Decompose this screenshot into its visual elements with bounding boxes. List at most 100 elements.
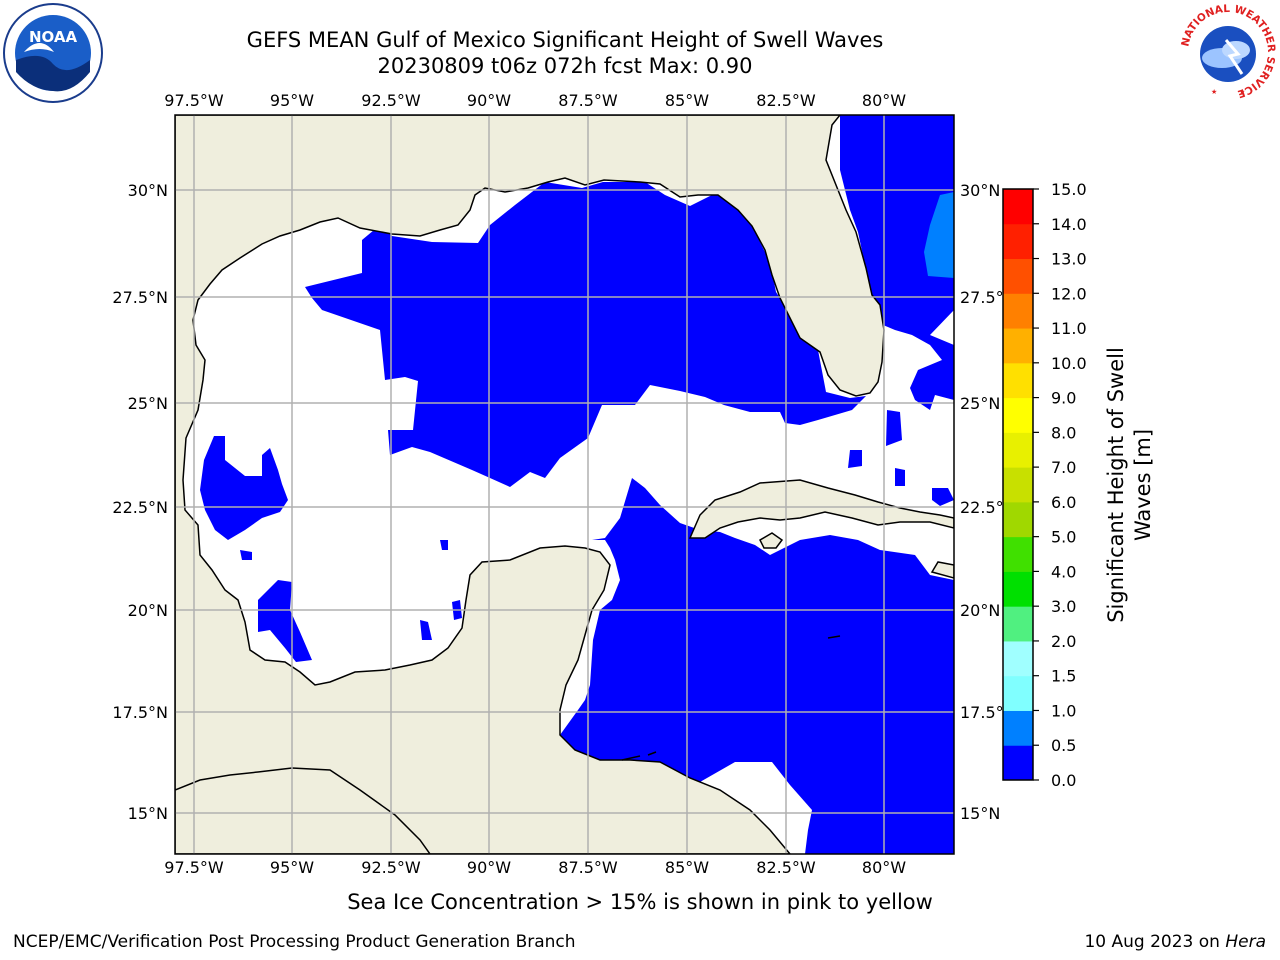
colorbar-tick-label: 9.0 bbox=[1051, 389, 1076, 408]
noaa-logo-icon: NOAA bbox=[3, 3, 103, 103]
colorbar bbox=[1003, 189, 1033, 781]
colorbar-tick-label: 2.0 bbox=[1051, 632, 1076, 651]
colorbar-tick-label: 12.0 bbox=[1051, 284, 1087, 303]
nws-logo-icon: NATIONAL WEATHER SERVICE ★ ★ bbox=[1179, 3, 1277, 100]
lat-label-left: 17.5°N bbox=[112, 703, 168, 722]
colorbar-tick-label: 6.0 bbox=[1051, 493, 1076, 512]
lon-label-top: 97.5°W bbox=[164, 91, 224, 110]
land-cuba bbox=[688, 479, 954, 539]
lon-label-top: 85°W bbox=[665, 91, 709, 110]
latitude-labels-left: 30°N 27.5°N 25°N 22.5°N 20°N 17.5°N 15°N bbox=[112, 181, 168, 823]
swell-region-northern-gulf bbox=[305, 182, 866, 487]
lat-label-left: 30°N bbox=[128, 181, 168, 200]
colorbar-tick-label: 1.5 bbox=[1051, 667, 1076, 686]
colorbar-tick-label: 5.0 bbox=[1051, 528, 1076, 547]
colorbar-frame bbox=[1002, 188, 1034, 781]
colorbar-segment bbox=[1003, 432, 1033, 468]
lat-label-left: 27.5°N bbox=[112, 288, 168, 307]
colorbar-tick-label: 14.0 bbox=[1051, 215, 1087, 234]
colorbar-segment bbox=[1003, 606, 1033, 642]
colorbar-segment bbox=[1003, 328, 1033, 364]
svg-text:★: ★ bbox=[1239, 88, 1245, 96]
lon-label-bottom: 85°W bbox=[665, 858, 709, 877]
colorbar-tick-label: 11.0 bbox=[1051, 319, 1087, 338]
colorbar-segment bbox=[1003, 501, 1033, 538]
lon-label-top: 90°W bbox=[467, 91, 511, 110]
lon-label-bottom: 82.5°W bbox=[756, 858, 816, 877]
footer-host: Hera bbox=[1225, 932, 1266, 952]
colorbar-segment bbox=[1003, 189, 1033, 225]
lat-label-right: 15°N bbox=[960, 804, 1000, 823]
colorbar-tick-label: 10.0 bbox=[1051, 354, 1087, 373]
lat-label-left: 22.5°N bbox=[112, 498, 168, 517]
colorbar-segment bbox=[1003, 467, 1033, 503]
lon-label-bottom: 95°W bbox=[270, 858, 314, 877]
colorbar-tick-label: 0.5 bbox=[1051, 736, 1076, 755]
land-hispaniola-edge bbox=[930, 561, 954, 579]
lon-label-bottom: 92.5°W bbox=[361, 858, 421, 877]
lon-label-top: 80°W bbox=[862, 91, 906, 110]
swell-region-western-gulf bbox=[200, 436, 288, 540]
lat-label-right: 22.5°N bbox=[960, 498, 1016, 517]
colorbar-segment bbox=[1003, 640, 1033, 677]
footer-credit: NCEP/EMC/Verification Post Processing Pr… bbox=[13, 932, 576, 952]
colorbar-tick-label: 1.0 bbox=[1051, 701, 1076, 720]
lon-label-bottom: 97.5°W bbox=[164, 858, 224, 877]
swell-region-florida-straits bbox=[848, 410, 954, 506]
colorbar-segment bbox=[1003, 710, 1033, 746]
colorbar-label-line1: Significant Height of Swell bbox=[1104, 347, 1128, 623]
map-subtitle: 20230809 t06z 072h fcst Max: 0.90 bbox=[377, 54, 753, 78]
lat-label-left: 25°N bbox=[128, 394, 168, 413]
colorbar-segment bbox=[1003, 293, 1033, 329]
map-plot-area bbox=[175, 115, 954, 854]
lon-label-bottom: 87.5°W bbox=[558, 858, 618, 877]
longitude-labels-top: 97.5°W 95°W 92.5°W 90°W 87.5°W 85°W 82.5… bbox=[164, 91, 906, 110]
footer-date: 10 Aug 2023 on Hera bbox=[1084, 932, 1266, 952]
colorbar-tick-label: 4.0 bbox=[1051, 562, 1076, 581]
svg-text:★: ★ bbox=[1211, 88, 1217, 96]
colorbar-tick-label: 15.0 bbox=[1051, 180, 1087, 199]
lat-label-right: 20°N bbox=[960, 601, 1000, 620]
lon-label-top: 87.5°W bbox=[558, 91, 618, 110]
sea-ice-note: Sea Ice Concentration > 15% is shown in … bbox=[347, 890, 933, 914]
colorbar-segment bbox=[1003, 675, 1033, 711]
map-gridlines bbox=[175, 115, 954, 854]
swell-region-atlantic-northeast bbox=[924, 192, 954, 278]
colorbar-segment bbox=[1003, 745, 1033, 781]
colorbar-tick-label: 7.0 bbox=[1051, 458, 1076, 477]
colorbar-segment bbox=[1003, 223, 1033, 260]
lat-label-right: 30°N bbox=[960, 181, 1000, 200]
colorbar-tick-label: 8.0 bbox=[1051, 423, 1076, 442]
colorbar-segment bbox=[1003, 397, 1033, 433]
colorbar-segment bbox=[1003, 536, 1033, 572]
colorbar-tick-label: 0.0 bbox=[1051, 771, 1076, 790]
colorbar-segment bbox=[1003, 362, 1033, 399]
swell-region-atlantic-east bbox=[840, 115, 954, 410]
colorbar-tick-label: 13.0 bbox=[1051, 250, 1087, 269]
lat-label-right: 27.5°N bbox=[960, 288, 1016, 307]
lat-label-right: 17.5°N bbox=[960, 703, 1016, 722]
footer-date-text: 10 Aug 2023 on bbox=[1084, 932, 1226, 952]
lon-label-top: 82.5°W bbox=[756, 91, 816, 110]
noaa-logo-text: NOAA bbox=[29, 28, 78, 46]
lon-label-top: 92.5°W bbox=[361, 91, 421, 110]
map-title: GEFS MEAN Gulf of Mexico Significant Hei… bbox=[246, 28, 884, 52]
swell-region-campeche-west bbox=[258, 580, 312, 662]
lat-label-right: 25°N bbox=[960, 394, 1000, 413]
colorbar-segment bbox=[1003, 571, 1033, 607]
lon-label-bottom: 90°W bbox=[467, 858, 511, 877]
latitude-labels-right: 30°N 27.5°N 25°N 22.5°N 20°N 17.5°N 15°N bbox=[960, 181, 1016, 823]
lon-label-bottom: 80°W bbox=[862, 858, 906, 877]
longitude-labels-bottom: 97.5°W 95°W 92.5°W 90°W 87.5°W 85°W 82.5… bbox=[164, 858, 906, 877]
land-cayman bbox=[621, 635, 841, 761]
map-frame bbox=[174, 114, 955, 855]
lat-label-left: 20°N bbox=[128, 601, 168, 620]
lon-label-top: 95°W bbox=[270, 91, 314, 110]
colorbar-ticks: 0.0 0.5 1.0 1.5 2.0 3.0 4.0 5.0 6.0 7.0 8.0 9.0 10.0… bbox=[1033, 180, 1087, 790]
lat-label-left: 15°N bbox=[128, 804, 168, 823]
colorbar-label-line2: Waves [m] bbox=[1131, 429, 1155, 541]
colorbar-tick-label: 3.0 bbox=[1051, 597, 1076, 616]
swell-region-caribbean bbox=[560, 478, 954, 854]
land-jamaica bbox=[759, 532, 784, 549]
